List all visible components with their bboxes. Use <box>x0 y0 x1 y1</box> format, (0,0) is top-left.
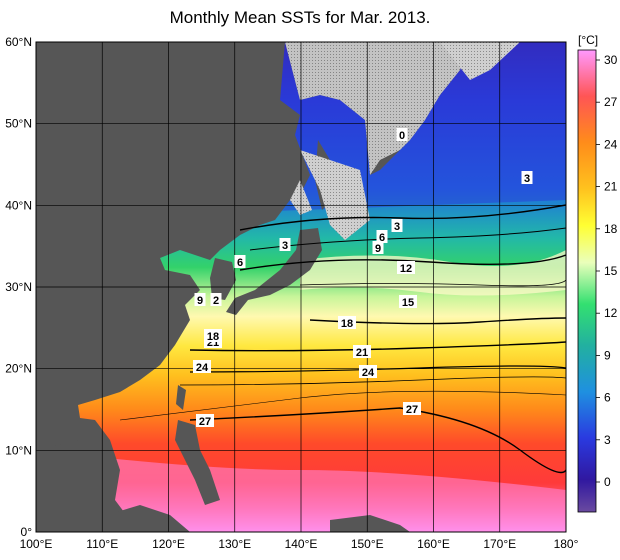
contour-label-box <box>396 128 408 141</box>
contour-label: 9 <box>375 243 381 255</box>
contour-label: 3 <box>282 240 288 252</box>
colorbar-tick-label: 6 <box>604 391 611 405</box>
contour-label-box <box>193 360 211 373</box>
lat-label: 0° <box>21 525 33 539</box>
lat-label: 30°N <box>5 280 32 294</box>
colorbar-tick-label: 15 <box>604 264 618 278</box>
lon-label: 140°E <box>285 537 318 551</box>
contour-label-box <box>196 414 214 427</box>
contour-label-box <box>391 219 403 232</box>
lon-label: 150°E <box>351 537 384 551</box>
colorbar-tick-label: 18 <box>604 222 618 236</box>
lon-label: 170°E <box>483 537 516 551</box>
colorbar-tick-label: 12 <box>604 306 618 320</box>
contour-label: 0 <box>399 130 405 142</box>
lon-label: 130°E <box>218 537 251 551</box>
contour-label: 6 <box>237 257 243 269</box>
contour-label-box <box>399 295 417 308</box>
lon-label: 100°E <box>20 537 53 551</box>
contour-label-box <box>353 345 371 358</box>
contour-label: 24 <box>362 367 375 379</box>
lat-label: 60°N <box>5 35 32 49</box>
contour-label: 9 <box>197 295 203 307</box>
colorbar-unit: [°C] <box>578 33 598 47</box>
contour-label: 3 <box>524 173 530 185</box>
lon-label: 160°E <box>417 537 450 551</box>
contour-label: 18 <box>341 318 353 330</box>
contour-label-box <box>359 365 377 378</box>
contour-label-box <box>279 238 291 251</box>
contour-label-box <box>204 329 222 342</box>
contour-label-box <box>521 171 533 184</box>
colorbar-tick-label: 27 <box>604 95 618 109</box>
contour-label: 6 <box>379 232 385 244</box>
contour-label: 21 <box>356 347 368 359</box>
contour-label: 12 <box>400 263 412 275</box>
contour-label-box <box>210 293 222 306</box>
lat-label: 50°N <box>5 117 32 131</box>
contour-label: 18 <box>207 331 219 343</box>
contour-label: 24 <box>196 362 209 374</box>
colorbar-tick-label: 30 <box>604 53 618 67</box>
lon-label: 110°E <box>86 537 118 551</box>
lat-label: 40°N <box>5 198 32 212</box>
contour-label: 27 <box>199 416 211 428</box>
colorbar-gradient <box>577 49 597 513</box>
colorbar-tick-label: 21 <box>604 180 618 194</box>
lon-label: 120°E <box>152 537 185 551</box>
colorbar-tick-label: 9 <box>604 348 611 362</box>
contour-label-box <box>397 261 415 274</box>
contour-label-box <box>234 255 246 268</box>
contour-label-box <box>403 402 421 415</box>
contour-label-box <box>372 241 384 254</box>
contour-label: 15 <box>402 297 414 309</box>
longitude-labels: 100°E 110°E 120°E 130°E 140°E 150°E 160°E 170°E… <box>20 537 579 551</box>
lon-label: 180° <box>554 537 579 551</box>
colorbar-tick-label: 24 <box>604 137 618 151</box>
contour-label-box <box>338 316 356 329</box>
colorbar-tick-label: 0 <box>604 475 611 489</box>
contour-label: 27 <box>406 404 418 416</box>
map-frame <box>35 41 567 533</box>
latitude-labels: 60°N 50°N 40°N 30°N 20°N 10°N 0° <box>5 35 32 539</box>
contour-label: 2 <box>213 295 219 307</box>
map-title: Monthly Mean SSTs for Mar. 2013. <box>169 8 431 27</box>
contour-label-box <box>376 230 388 243</box>
lat-label: 10°N <box>5 443 32 457</box>
contour-label-box <box>194 293 206 306</box>
contour-label: 3 <box>394 221 400 233</box>
colorbar-tick-label: 3 <box>604 433 611 447</box>
sst-contours <box>119 204 566 474</box>
lat-label: 20°N <box>5 362 32 376</box>
